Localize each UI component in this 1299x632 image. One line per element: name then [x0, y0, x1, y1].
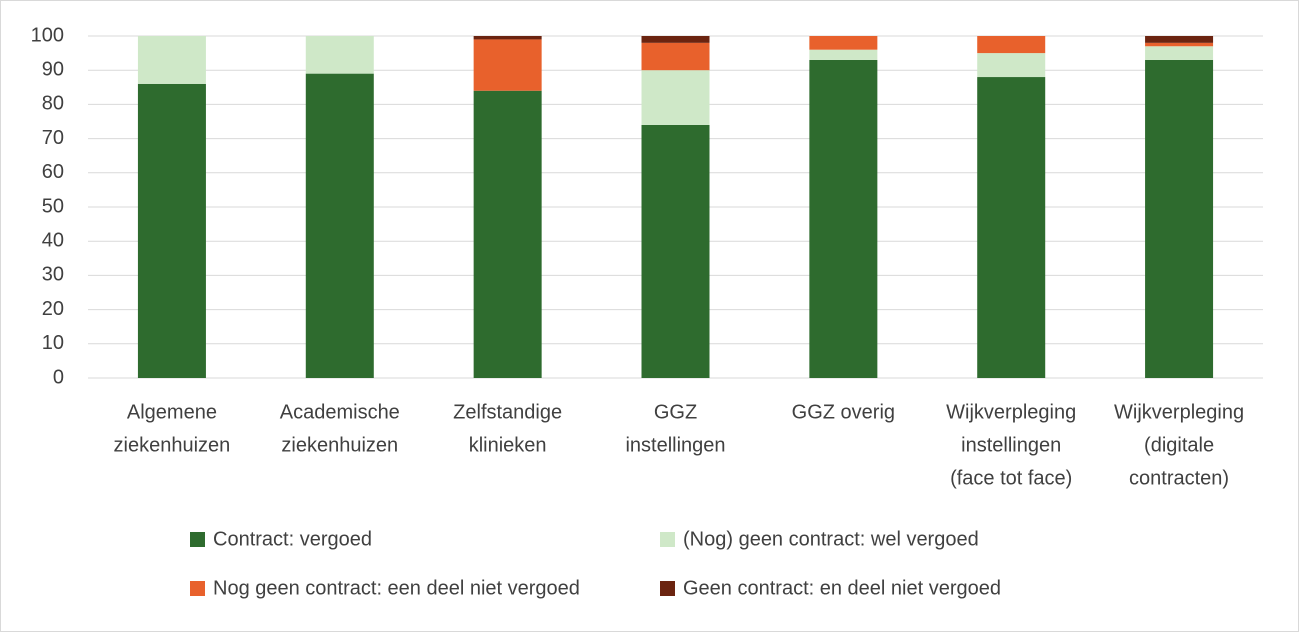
legend-swatch — [660, 532, 675, 547]
x-tick-label: (digitale — [1144, 434, 1214, 456]
bar-segment — [473, 90, 542, 378]
y-tick-label: 80 — [42, 93, 64, 115]
bar-segment — [1145, 42, 1214, 47]
legend-swatch — [660, 581, 675, 596]
x-tick-label: instellingen — [961, 434, 1061, 456]
x-tick-label: Academische — [280, 401, 400, 423]
bar-segment — [305, 73, 374, 379]
y-tick-label: 30 — [42, 264, 64, 286]
legend-label: (Nog) geen contract: wel vergoed — [683, 528, 979, 550]
bar-segment — [641, 42, 710, 71]
bar-segment — [1145, 46, 1214, 60]
bar-segment — [977, 77, 1046, 378]
x-tick-label: (face tot face) — [950, 467, 1072, 489]
legend-label: Contract: vergoed — [213, 528, 372, 550]
x-tick-label: GGZ overig — [792, 401, 895, 423]
bar-segment — [1145, 36, 1214, 43]
bar-segment — [641, 70, 710, 125]
bar-segment — [473, 36, 542, 40]
legend-label: Nog geen contract: een deel niet vergoed — [213, 577, 580, 599]
bar-segment — [137, 36, 206, 84]
bar-segment — [1145, 59, 1214, 378]
bar-segment — [809, 36, 878, 50]
x-tick-label: instellingen — [625, 434, 725, 456]
y-tick-label: 90 — [42, 58, 64, 80]
y-tick-label: 70 — [42, 127, 64, 149]
legend-swatch — [190, 581, 205, 596]
y-tick-label: 20 — [42, 298, 64, 320]
x-tick-label: GGZ — [654, 401, 697, 423]
y-tick-label: 60 — [42, 161, 64, 183]
x-tick-label: contracten) — [1129, 467, 1229, 489]
x-tick-label: ziekenhuizen — [281, 434, 398, 456]
bar-segment — [809, 59, 878, 378]
y-tick-label: 0 — [53, 366, 64, 388]
bar-segment — [137, 83, 206, 378]
bar-segment — [473, 39, 542, 91]
x-tick-label: Zelfstandige — [453, 401, 562, 423]
legend-label: Geen contract: en deel niet vergoed — [683, 577, 1001, 599]
bar-segment — [977, 36, 1046, 54]
bar-segment — [809, 49, 878, 60]
y-tick-label: 100 — [31, 24, 64, 46]
y-tick-label: 10 — [42, 332, 64, 354]
bar-segment — [641, 124, 710, 378]
bar-segment — [305, 36, 374, 74]
x-tick-label: klinieken — [469, 434, 547, 456]
bar-segment — [641, 36, 710, 43]
y-tick-label: 50 — [42, 195, 64, 217]
x-tick-label: Wijkverpleging — [1114, 401, 1244, 423]
x-tick-label: ziekenhuizen — [114, 434, 231, 456]
legend-swatch — [190, 532, 205, 547]
y-tick-label: 40 — [42, 229, 64, 251]
x-tick-label: Algemene — [127, 401, 217, 423]
bar-segment — [977, 53, 1046, 78]
x-tick-label: Wijkverpleging — [946, 401, 1076, 423]
